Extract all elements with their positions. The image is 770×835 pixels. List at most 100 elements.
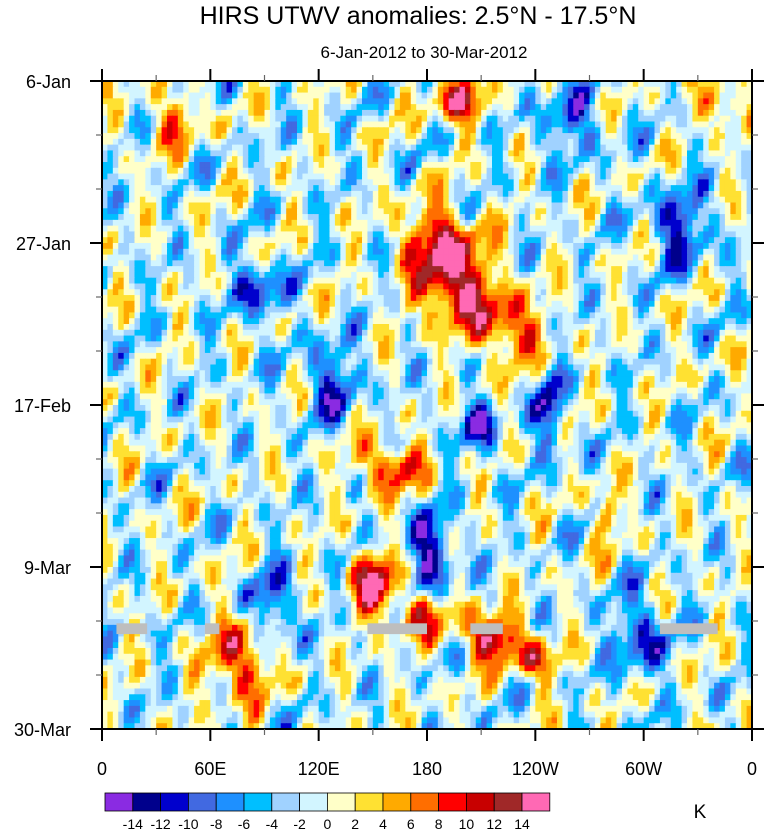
heatmap-cell xyxy=(102,121,109,128)
heatmap-cell xyxy=(210,138,217,146)
heatmap-cell xyxy=(269,219,276,227)
heatmap-cell xyxy=(123,185,130,192)
heatmap-cell xyxy=(226,283,233,290)
heatmap-cell xyxy=(529,248,536,256)
heatmap-cell xyxy=(573,86,580,94)
heatmap-cell xyxy=(622,289,629,296)
heatmap-cell xyxy=(291,138,298,146)
heatmap-cell xyxy=(735,243,742,250)
heatmap-cell xyxy=(535,190,542,198)
heatmap-cell xyxy=(578,167,585,175)
heatmap-cell xyxy=(719,98,726,105)
heatmap-cell xyxy=(513,98,520,105)
heatmap-cell xyxy=(107,254,114,261)
heatmap-cell xyxy=(204,237,211,244)
heatmap-cell xyxy=(416,208,423,215)
heatmap-cell xyxy=(681,248,688,256)
heatmap-cell xyxy=(232,138,239,146)
heatmap-cell xyxy=(470,92,477,99)
heatmap-cell xyxy=(741,127,748,134)
heatmap-cell xyxy=(378,219,385,227)
heatmap-cell xyxy=(492,92,499,99)
heatmap-cell xyxy=(280,277,287,285)
heatmap-cell xyxy=(454,266,461,273)
heatmap-cell xyxy=(470,295,477,302)
heatmap-cell xyxy=(177,318,184,325)
heatmap-cell xyxy=(475,121,482,128)
heatmap-cell xyxy=(687,300,694,308)
heatmap-cell xyxy=(145,81,152,88)
heatmap-cell xyxy=(459,300,466,308)
heatmap-cell xyxy=(307,138,314,146)
heatmap-cell xyxy=(605,289,612,296)
heatmap-cell xyxy=(150,162,157,169)
heatmap-cell xyxy=(632,92,639,99)
heatmap-cell xyxy=(589,185,596,192)
heatmap-cell xyxy=(291,92,298,99)
heatmap-cell xyxy=(551,289,558,296)
heatmap-cell xyxy=(703,214,710,221)
heatmap-cell xyxy=(334,81,341,88)
heatmap-cell xyxy=(318,289,325,296)
heatmap-cell xyxy=(275,283,282,290)
heatmap-cell xyxy=(448,266,455,273)
heatmap-cell xyxy=(600,81,607,88)
heatmap-cell xyxy=(529,254,536,261)
heatmap-cell xyxy=(351,109,358,117)
heatmap-cell xyxy=(259,266,266,273)
heatmap-cell xyxy=(123,173,130,180)
heatmap-cell xyxy=(443,98,450,105)
heatmap-cell xyxy=(470,243,477,250)
heatmap-cell xyxy=(139,231,146,238)
heatmap-cell xyxy=(605,104,612,111)
heatmap-cell xyxy=(448,86,455,94)
heatmap-cell xyxy=(167,127,174,134)
heatmap-cell xyxy=(687,190,694,198)
heatmap-cell xyxy=(508,127,515,134)
heatmap-cell xyxy=(578,109,585,117)
heatmap-cell xyxy=(345,237,352,244)
heatmap-cell xyxy=(497,115,504,123)
heatmap-cell xyxy=(611,179,618,186)
heatmap-cell xyxy=(367,173,374,180)
heatmap-cell xyxy=(427,121,434,128)
heatmap-cell xyxy=(638,185,645,192)
heatmap-cell xyxy=(324,283,331,290)
heatmap-cell xyxy=(665,156,672,163)
heatmap-cell xyxy=(659,312,666,319)
heatmap-cell xyxy=(551,150,558,157)
heatmap-cell xyxy=(242,98,249,105)
heatmap-cell xyxy=(161,306,168,314)
heatmap-cell xyxy=(242,196,249,204)
heatmap-cell xyxy=(670,167,677,175)
heatmap-cell xyxy=(329,104,336,111)
heatmap-cell xyxy=(372,318,379,325)
heatmap-cell xyxy=(129,127,136,134)
heatmap-cell xyxy=(681,133,688,140)
heatmap-cell xyxy=(535,156,542,163)
heatmap-cell xyxy=(643,104,650,111)
heatmap-cell xyxy=(204,150,211,157)
heatmap-cell xyxy=(275,225,282,233)
heatmap-cell xyxy=(177,312,184,319)
heatmap-cell xyxy=(286,196,293,204)
heatmap-cell xyxy=(302,219,309,227)
heatmap-cell xyxy=(307,121,314,128)
heatmap-cell xyxy=(492,202,499,209)
heatmap-cell xyxy=(194,260,201,267)
heatmap-cell xyxy=(421,190,428,198)
heatmap-cell xyxy=(600,237,607,244)
heatmap-cell xyxy=(340,167,347,175)
heatmap-cell xyxy=(486,312,493,319)
heatmap-cell xyxy=(497,231,504,238)
heatmap-cell xyxy=(269,115,276,123)
heatmap-cell xyxy=(540,156,547,163)
heatmap-cell xyxy=(226,179,233,186)
heatmap-cell xyxy=(410,121,417,128)
heatmap-cell xyxy=(703,86,710,94)
heatmap-cell xyxy=(194,214,201,221)
heatmap-cell xyxy=(681,306,688,314)
heatmap-cell xyxy=(605,173,612,180)
heatmap-cell xyxy=(232,219,239,227)
heatmap-cell xyxy=(286,219,293,227)
